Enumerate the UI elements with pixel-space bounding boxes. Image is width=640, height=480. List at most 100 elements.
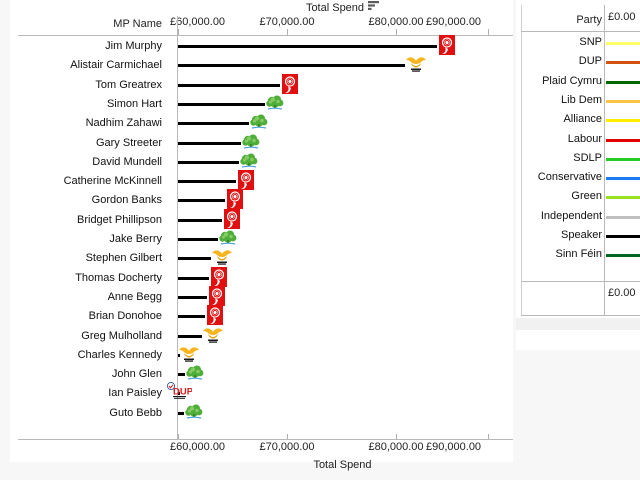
gridline-tick-bottom-90k: [488, 434, 489, 440]
bar-segment[interactable]: [178, 64, 406, 68]
legend-item-sinn-féin[interactable]: Sinn Féin: [516, 248, 640, 267]
bar-segment[interactable]: [178, 315, 205, 319]
table-row[interactable]: Gordon Banks: [10, 189, 513, 213]
table-row[interactable]: Jake Berry: [10, 230, 513, 252]
mp-name-label: Ian Paisley: [108, 387, 162, 400]
party-logo-lib-dem-icon: [210, 246, 233, 268]
legend-item-label: DUP: [578, 55, 602, 68]
table-row[interactable]: John Glen: [10, 365, 513, 387]
legend-divider-line: [604, 5, 605, 315]
bar-segment[interactable]: [178, 122, 250, 126]
legend-color-swatch: [606, 235, 640, 238]
mp-name-label: Thomas Docherty: [75, 271, 162, 284]
bar-segment[interactable]: [178, 238, 219, 241]
legend-item-sdlp[interactable]: SDLP: [516, 152, 640, 171]
legend-item-speaker[interactable]: Speaker: [516, 229, 640, 248]
mp-name-label: Stephen Gilbert: [85, 252, 162, 265]
party-logo-conservative-icon: [240, 131, 262, 153]
legend-left-border: [521, 5, 522, 315]
bar-segment[interactable]: [178, 45, 438, 48]
legend-color-swatch: [606, 138, 640, 142]
gridline-tick-bottom-70k: [287, 434, 288, 440]
table-row[interactable]: Gary Streeter: [10, 134, 513, 156]
bar-segment[interactable]: [178, 276, 209, 280]
party-logo-dup-icon: DUP: [166, 381, 192, 403]
bar-segment[interactable]: [178, 411, 185, 415]
bar-segment[interactable]: [178, 160, 239, 164]
table-row[interactable]: Thomas Docherty: [10, 266, 513, 291]
table-row[interactable]: Charles Kennedy: [10, 347, 513, 368]
mp-name-column-header[interactable]: MP Name: [113, 18, 162, 30]
legend-item-lib-dem[interactable]: Lib Dem: [516, 94, 640, 113]
bar-segment[interactable]: [178, 83, 281, 87]
bar-segment[interactable]: [178, 199, 225, 203]
bar-segment[interactable]: [178, 180, 236, 184]
legend-bottom-band-2: [516, 336, 640, 350]
legend-item-dup[interactable]: DUP: [516, 55, 640, 74]
axis-bottom-tick-1: £70,000.00: [259, 441, 315, 453]
legend-item-label: SDLP: [573, 151, 602, 164]
legend-color-swatch: [606, 215, 640, 219]
header-rule-top: [18, 35, 513, 36]
legend-item-alliance[interactable]: Alliance: [516, 113, 640, 132]
table-row[interactable]: Greg Mulholland: [10, 327, 513, 349]
legend-color-swatch: [606, 61, 640, 65]
legend-color-swatch: [606, 177, 640, 181]
party-logo-lib-dem-icon: [404, 53, 427, 75]
table-row[interactable]: Ian Paisley DUP: [10, 382, 513, 406]
legend-color-swatch: [606, 42, 640, 45]
table-row[interactable]: Anne Begg: [10, 285, 513, 310]
gridline-tick-80k: [396, 29, 397, 35]
legend-item-conservative[interactable]: Conservative: [516, 171, 640, 190]
table-row[interactable]: Simon Hart: [10, 95, 513, 117]
bar-segment[interactable]: [178, 353, 180, 357]
gridline-tick-60k: [178, 29, 179, 35]
party-logo-conservative-icon: [184, 362, 206, 384]
legend-title[interactable]: Party: [576, 14, 602, 26]
legend-item-label: Conservative: [537, 171, 602, 184]
party-logo-conservative-icon: [183, 401, 205, 423]
legend-item-label: Labour: [567, 132, 602, 145]
bar-segment[interactable]: [178, 373, 186, 377]
legend-item-snp[interactable]: SNP: [516, 36, 640, 55]
bar-segment[interactable]: [178, 141, 242, 145]
table-row[interactable]: Tom Greatrex: [10, 73, 513, 98]
bar-segment[interactable]: [178, 295, 207, 299]
mp-name-label: Greg Mulholland: [81, 329, 162, 342]
legend-item-label: Alliance: [563, 113, 602, 126]
table-row[interactable]: Guto Bebb: [10, 404, 513, 426]
table-row[interactable]: Bridget Phillipson: [10, 208, 513, 233]
bar-segment[interactable]: [178, 218, 223, 222]
bar-segment[interactable]: [178, 102, 265, 106]
party-logo-conservative-icon: [217, 227, 239, 249]
table-row[interactable]: Stephen Gilbert: [10, 250, 513, 271]
legend-item-label: Plaid Cymru: [542, 74, 602, 87]
party-logo-labour-icon: [208, 266, 230, 288]
sort-descending-icon[interactable]: [368, 1, 380, 13]
mp-name-label: John Glen: [111, 368, 162, 381]
bar-segment[interactable]: [178, 257, 212, 261]
mp-name-label: Brian Donohoe: [88, 310, 162, 323]
table-row[interactable]: Alistair Carmichael: [10, 57, 513, 78]
axis-bottom: £60,000.00 £70,000.00 £80,000.00 £90,000…: [10, 441, 513, 459]
bar-segment[interactable]: [178, 334, 202, 338]
table-row[interactable]: Catherine McKinnell: [10, 170, 513, 194]
legend-item-independent[interactable]: Independent: [516, 210, 640, 229]
legend-rule-bottom: [521, 281, 640, 282]
table-row[interactable]: Jim Murphy: [10, 35, 513, 59]
table-row[interactable]: David Mundell: [10, 153, 513, 175]
legend-item-green[interactable]: Green: [516, 190, 640, 209]
mp-name-label: Bridget Phillipson: [77, 213, 162, 226]
bar-segment[interactable]: [178, 392, 180, 396]
mp-name-label: Charles Kennedy: [77, 348, 162, 361]
gridline-tick-70k: [287, 29, 288, 35]
mp-name-label: Tom Greatrex: [95, 78, 162, 91]
axis-top-tick-1: £70,000.00: [259, 16, 315, 28]
svg-text:DUP: DUP: [173, 387, 192, 398]
axis-bottom-tick-2: £80,000.00: [368, 441, 424, 453]
legend-item-plaid-cymru[interactable]: Plaid Cymru: [516, 75, 640, 94]
legend-item-labour[interactable]: Labour: [516, 133, 640, 152]
table-row[interactable]: Nadhim Zahawi: [10, 114, 513, 136]
table-row[interactable]: Brian Donohoe: [10, 305, 513, 329]
axis-bottom-tick-0: £60,000.00: [170, 441, 226, 453]
